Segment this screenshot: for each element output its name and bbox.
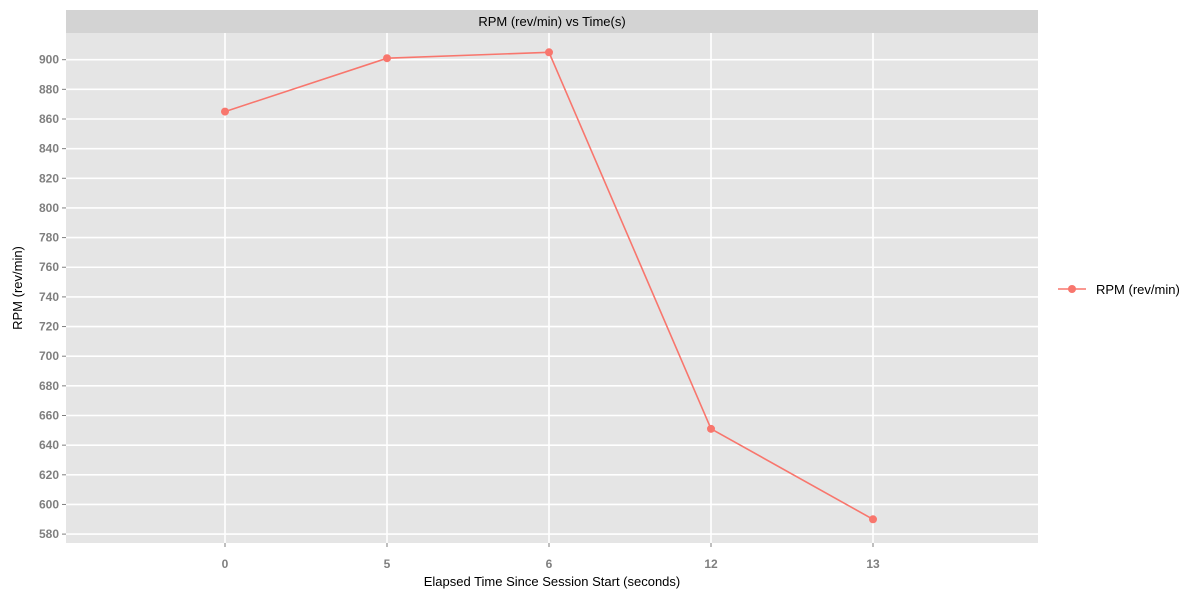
y-tick-label: 720 — [39, 320, 59, 334]
y-axis-ticks: 580 600 620 640 660 680 700 720 740 760 780 800 820 8… — [39, 53, 66, 541]
chart-title-strip — [66, 10, 1038, 33]
plot-panel — [66, 33, 1038, 543]
y-tick-label: 800 — [39, 201, 59, 215]
legend-label: RPM (rev/min) — [1096, 282, 1180, 297]
x-axis-ticks: 0 5 6 12 13 — [222, 543, 880, 571]
x-gridlines — [224, 33, 874, 543]
y-tick-label: 880 — [39, 82, 59, 96]
series-layer — [221, 48, 877, 524]
y-axis-title: RPM (rev/min) — [10, 246, 25, 330]
chart-title: RPM (rev/min) vs Time(s) — [478, 14, 625, 29]
y-tick-label: 640 — [39, 438, 59, 452]
data-point — [221, 107, 229, 116]
legend-key-point — [1068, 285, 1076, 293]
y-tick-label: 840 — [39, 142, 59, 156]
y-tick-label: 900 — [39, 53, 59, 67]
y-tick-label: 740 — [39, 290, 59, 304]
x-tick-label: 13 — [866, 557, 880, 571]
data-point — [383, 54, 391, 63]
y-tick-label: 760 — [39, 260, 59, 274]
y-gridlines — [66, 58, 1038, 535]
data-point — [869, 515, 877, 524]
y-tick-label: 780 — [39, 231, 59, 245]
y-tick-label: 680 — [39, 379, 59, 393]
y-tick-label: 620 — [39, 468, 59, 482]
x-tick-label: 0 — [222, 557, 229, 571]
x-axis-title: Elapsed Time Since Session Start (second… — [424, 574, 681, 589]
x-tick-label: 5 — [384, 557, 391, 571]
y-tick-label: 660 — [39, 409, 59, 423]
data-point — [545, 48, 553, 57]
x-tick-label: 12 — [704, 557, 718, 571]
legend: RPM (rev/min) — [1058, 282, 1180, 297]
y-tick-label: 860 — [39, 112, 59, 126]
x-tick-label: 6 — [546, 557, 553, 571]
y-tick-label: 820 — [39, 171, 59, 185]
y-tick-label: 600 — [39, 497, 59, 511]
y-tick-label: 580 — [39, 527, 59, 541]
data-point — [707, 424, 715, 433]
y-tick-label: 700 — [39, 349, 59, 363]
